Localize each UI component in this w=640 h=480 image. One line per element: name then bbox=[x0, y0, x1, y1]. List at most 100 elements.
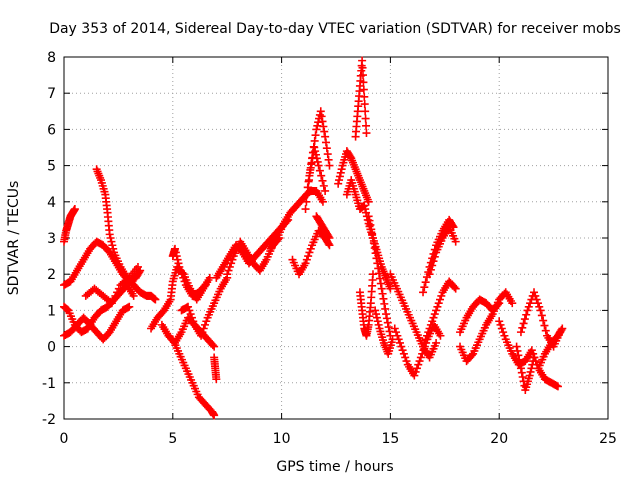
data-point bbox=[361, 205, 370, 214]
data-point bbox=[314, 161, 323, 170]
series-track-1 bbox=[60, 205, 79, 246]
data-point bbox=[433, 302, 442, 311]
series-track-31 bbox=[456, 295, 504, 337]
data-point bbox=[436, 295, 445, 304]
data-point bbox=[210, 411, 219, 420]
data-point bbox=[311, 150, 320, 159]
series-track-5 bbox=[92, 165, 160, 304]
data-point bbox=[335, 176, 344, 185]
data-point bbox=[362, 121, 371, 130]
data-point bbox=[325, 161, 334, 170]
data-point bbox=[228, 255, 237, 264]
data-point bbox=[305, 168, 314, 177]
data-point bbox=[322, 144, 331, 153]
data-point bbox=[198, 328, 207, 337]
y-tick-label: 3 bbox=[47, 231, 56, 247]
y-tick-label: 7 bbox=[47, 86, 56, 102]
data-point bbox=[70, 205, 79, 214]
data-point bbox=[430, 310, 439, 319]
data-point bbox=[114, 284, 123, 293]
series-track-12 bbox=[210, 353, 221, 384]
data-point bbox=[414, 360, 423, 369]
data-point bbox=[123, 275, 132, 284]
data-point bbox=[397, 342, 406, 351]
data-point bbox=[395, 338, 404, 347]
data-point bbox=[416, 353, 425, 362]
data-point bbox=[402, 357, 411, 366]
data-point bbox=[359, 85, 368, 94]
data-point bbox=[432, 306, 441, 315]
data-point bbox=[337, 165, 346, 174]
data-point bbox=[377, 284, 386, 293]
data-point bbox=[424, 328, 433, 337]
data-point bbox=[315, 166, 324, 175]
data-point bbox=[392, 328, 401, 337]
y-tick-label: 0 bbox=[47, 340, 56, 356]
data-point bbox=[321, 138, 330, 147]
series-track-25 bbox=[371, 306, 397, 358]
data-point bbox=[302, 197, 311, 206]
data-point bbox=[171, 248, 180, 257]
data-point bbox=[371, 249, 380, 258]
data-point bbox=[133, 262, 142, 271]
data-point bbox=[109, 295, 118, 304]
y-tick-label: 8 bbox=[47, 50, 56, 66]
series-track-10 bbox=[168, 335, 219, 420]
data-point bbox=[512, 342, 521, 351]
data-point bbox=[535, 302, 544, 311]
data-point bbox=[420, 283, 429, 292]
series-track-35 bbox=[516, 288, 565, 351]
data-point bbox=[313, 157, 322, 166]
data-point bbox=[321, 132, 330, 141]
data-point bbox=[361, 107, 370, 116]
data-point bbox=[375, 269, 384, 278]
data-point bbox=[419, 288, 428, 297]
data-point bbox=[372, 254, 381, 263]
data-point bbox=[125, 302, 134, 311]
x-axis-label: GPS time / hours bbox=[276, 459, 393, 475]
data-point bbox=[532, 295, 541, 304]
data-point bbox=[410, 371, 419, 380]
data-point bbox=[448, 221, 457, 230]
data-point bbox=[374, 264, 383, 273]
data-point bbox=[437, 291, 446, 300]
data-point bbox=[319, 122, 328, 131]
data-point bbox=[428, 317, 437, 326]
data-point bbox=[514, 351, 523, 360]
data-point bbox=[529, 349, 538, 358]
data-point bbox=[336, 168, 345, 177]
data-point bbox=[176, 266, 185, 275]
data-point bbox=[429, 313, 438, 322]
data-point bbox=[111, 291, 120, 300]
data-point bbox=[201, 281, 210, 290]
y-tick-label: -2 bbox=[42, 412, 56, 428]
data-point bbox=[539, 316, 548, 325]
data-point bbox=[175, 262, 184, 271]
data-point bbox=[129, 291, 138, 300]
data-point bbox=[393, 331, 402, 340]
y-tick-label: 2 bbox=[47, 267, 56, 283]
data-point bbox=[358, 71, 367, 80]
data-point bbox=[306, 163, 315, 172]
data-point bbox=[524, 302, 533, 311]
data-point bbox=[541, 326, 550, 335]
data-point bbox=[184, 302, 193, 311]
data-point bbox=[525, 371, 534, 380]
data-point bbox=[526, 299, 535, 308]
data-point bbox=[170, 244, 179, 253]
data-point bbox=[185, 306, 194, 315]
data-point bbox=[324, 155, 333, 164]
data-point bbox=[305, 248, 314, 257]
data-point bbox=[436, 331, 445, 340]
x-tick-label: 25 bbox=[599, 431, 617, 447]
data-point bbox=[530, 288, 539, 297]
data-point bbox=[411, 367, 420, 376]
data-point bbox=[200, 282, 209, 291]
data-point bbox=[321, 186, 330, 195]
data-point bbox=[189, 317, 198, 326]
data-point bbox=[553, 382, 562, 391]
grid-lines bbox=[64, 57, 608, 419]
data-point bbox=[528, 360, 537, 369]
data-point bbox=[380, 299, 389, 308]
data-point bbox=[304, 183, 313, 192]
